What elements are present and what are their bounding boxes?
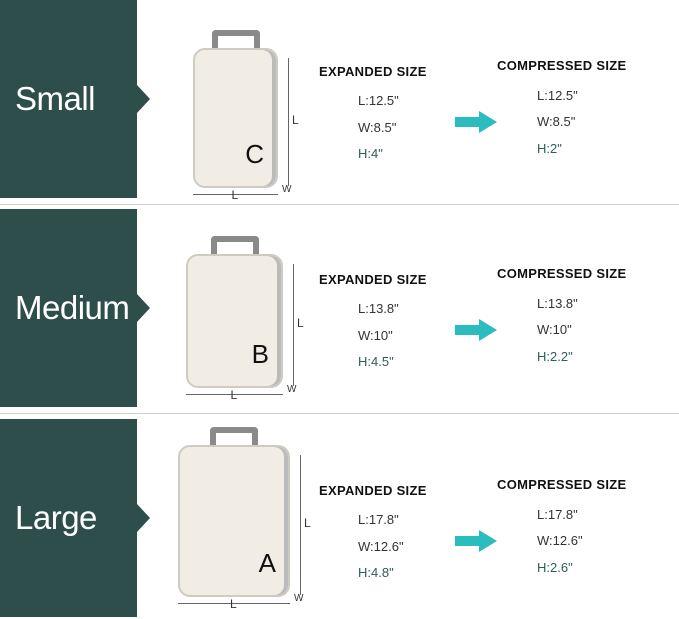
size-name: Large <box>15 499 97 536</box>
expanded-heading: EXPANDED SIZE <box>319 272 427 287</box>
compressed-heading: COMPRESSED SIZE <box>497 266 627 281</box>
packing-cube-image: B <box>186 236 283 388</box>
bag-letter: B <box>251 339 269 369</box>
bag-body <box>193 48 278 188</box>
bag-body <box>186 254 283 388</box>
bag-letter: C <box>245 139 264 169</box>
length-label: L <box>304 516 311 530</box>
size-panel: Large A L L W EXPANDED SIZE L:17.8" W:12… <box>0 419 679 617</box>
arrow-right-icon <box>455 530 497 552</box>
length-label: L <box>292 113 299 127</box>
compressed-length: L:13.8" <box>537 296 578 311</box>
size-name: Medium <box>15 289 130 326</box>
compressed-width: W:12.6" <box>537 533 583 548</box>
expanded-length: L:13.8" <box>358 301 399 316</box>
expanded-heading: EXPANDED SIZE <box>319 483 427 498</box>
bag-letter: A <box>258 548 276 578</box>
handle <box>210 427 258 455</box>
size-name: Small <box>15 80 96 117</box>
width-dimension-line <box>178 603 290 604</box>
width-label: W <box>282 184 292 195</box>
bottom-length-label: L <box>230 597 237 611</box>
expanded-length: L:12.5" <box>358 93 399 108</box>
length-dimension-line <box>300 455 301 595</box>
size-panel: Small C L L W EXPANDED SIZE L:12.5" W:8.… <box>0 0 679 202</box>
compressed-height: H:2.2" <box>537 349 573 364</box>
compressed-length: L:17.8" <box>537 507 578 522</box>
width-label: W <box>294 593 304 604</box>
compressed-width: W:10" <box>537 322 572 337</box>
arrow-right-icon <box>455 319 497 341</box>
expanded-length: L:17.8" <box>358 512 399 527</box>
size-panel: Medium B L L W EXPANDED SIZE L:13.8" W:1… <box>0 209 679 407</box>
handle <box>211 30 260 58</box>
size-label-block: Medium <box>0 209 150 407</box>
width-label: W <box>287 384 297 395</box>
bottom-length-label: L <box>231 188 239 202</box>
bottom-length-label: L <box>230 388 238 402</box>
handle <box>210 236 259 264</box>
size-label-block: Small <box>0 0 150 198</box>
length-dimension-line <box>288 58 289 186</box>
length-dimension-line <box>293 264 294 386</box>
compressed-length: L:12.5" <box>537 88 578 103</box>
expanded-heading: EXPANDED SIZE <box>319 64 427 79</box>
compressed-height: H:2" <box>537 141 562 156</box>
expanded-height: H:4" <box>358 146 383 161</box>
compressed-heading: COMPRESSED SIZE <box>497 58 627 73</box>
expanded-width: W:12.6" <box>358 539 404 554</box>
packing-cube-image: C <box>193 30 278 188</box>
arrow-right-icon <box>455 111 497 133</box>
expanded-width: W:8.5" <box>358 120 397 135</box>
divider <box>0 413 679 414</box>
expanded-height: H:4.5" <box>358 354 394 369</box>
width-dimension-line <box>193 194 278 195</box>
packing-cube-image: A <box>178 427 290 597</box>
divider <box>0 204 679 205</box>
size-label-block: Large <box>0 419 150 617</box>
compressed-width: W:8.5" <box>537 114 576 129</box>
expanded-height: H:4.8" <box>358 565 394 580</box>
compressed-heading: COMPRESSED SIZE <box>497 477 627 492</box>
width-dimension-line <box>186 394 283 395</box>
compressed-height: H:2.6" <box>537 560 573 575</box>
length-label: L <box>297 316 304 330</box>
expanded-width: W:10" <box>358 328 393 343</box>
bag-body <box>178 445 290 597</box>
